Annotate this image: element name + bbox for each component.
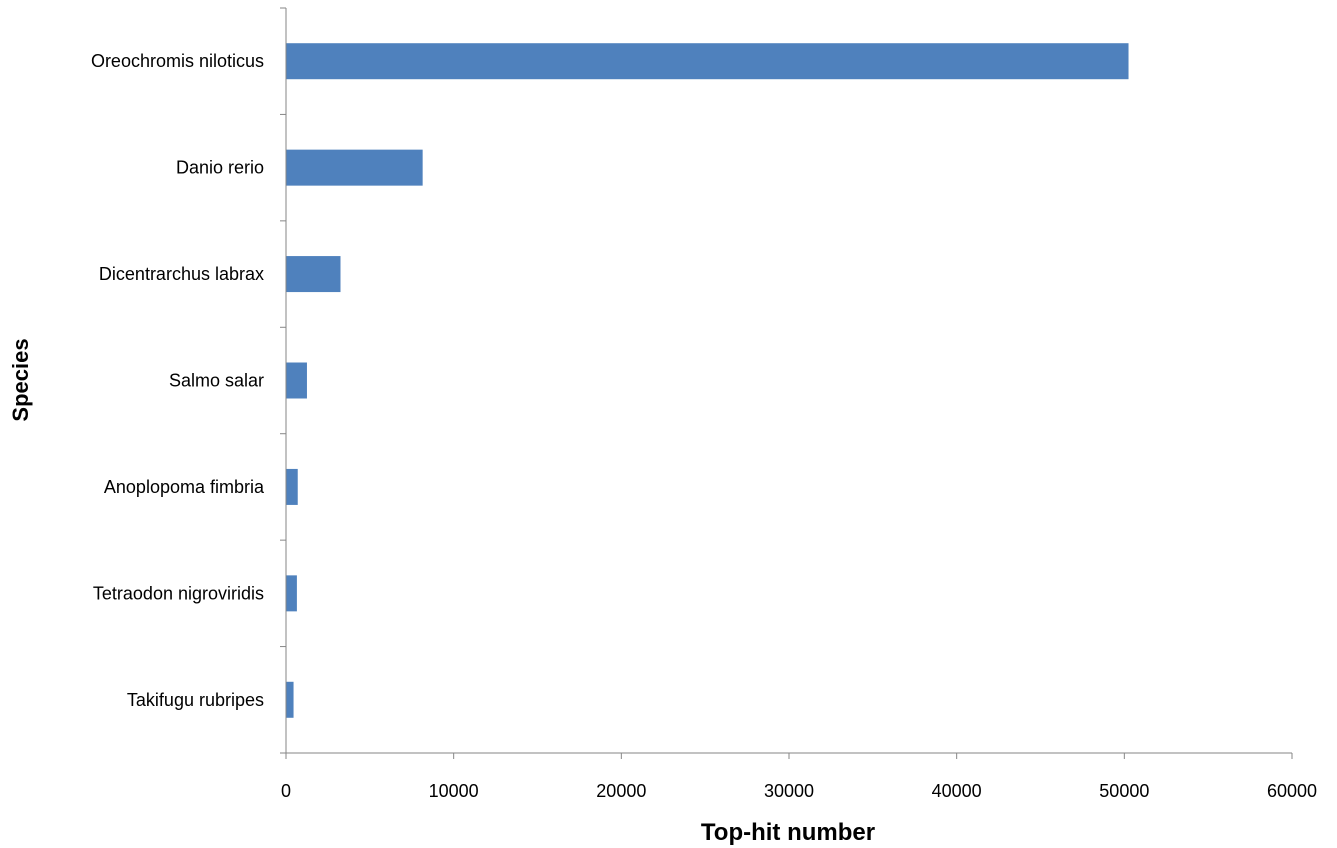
y-tick-label: Anoplopoma fimbria	[104, 477, 265, 497]
bar	[286, 149, 423, 186]
x-tick-label: 40000	[932, 781, 982, 801]
bar	[286, 43, 1129, 80]
x-tick-label: 10000	[429, 781, 479, 801]
bar	[286, 256, 341, 293]
y-axis-title: Species	[8, 338, 33, 421]
x-tick-label: 60000	[1267, 781, 1317, 801]
x-axis-ticks	[285, 753, 1293, 759]
x-tick-label: 30000	[764, 781, 814, 801]
x-tick-label: 20000	[596, 781, 646, 801]
y-tick-label: Oreochromis niloticus	[91, 51, 264, 71]
x-axis-tick-labels: 0 10000 20000 30000 40000 50000 60000	[281, 781, 1317, 801]
x-tick-label: 0	[281, 781, 291, 801]
y-tick-label: Takifugu rubripes	[127, 690, 264, 710]
bar	[286, 468, 298, 505]
y-tick-label: Tetraodon nigroviridis	[93, 583, 264, 603]
y-tick-label: Danio rerio	[176, 158, 264, 178]
y-tick-label: Dicentrarchus labrax	[99, 264, 264, 284]
bar	[286, 362, 307, 399]
x-tick-label: 50000	[1099, 781, 1149, 801]
y-axis-ticks	[280, 7, 286, 754]
y-axis-tick-labels: Oreochromis niloticus Danio rerio Dicentra…	[91, 51, 265, 710]
bar	[286, 575, 297, 612]
bar	[286, 681, 294, 718]
bars-group	[286, 43, 1129, 718]
y-tick-label: Salmo salar	[169, 371, 264, 391]
x-axis-title: Top-hit number	[701, 819, 875, 846]
